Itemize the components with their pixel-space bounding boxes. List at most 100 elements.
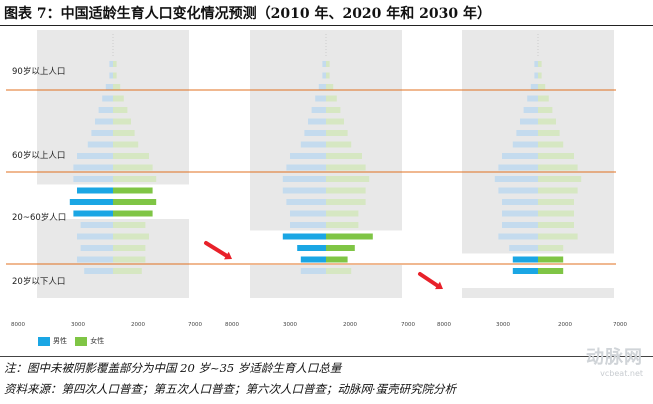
- bar-female: [326, 72, 330, 79]
- bar-male: [498, 164, 538, 171]
- bar-female: [113, 107, 128, 113]
- bar-male: [512, 256, 538, 263]
- bar-female: [326, 164, 366, 171]
- bar-female: [326, 256, 348, 263]
- pyramid-chart-svg: 8000 3000 2000 7000 8000 3000 2000 7000 8000 3000…: [6, 30, 627, 328]
- bar-male: [91, 130, 113, 136]
- bar-male: [105, 84, 113, 90]
- bar-male: [512, 141, 538, 148]
- bar-male: [308, 118, 326, 125]
- bar-female: [326, 210, 359, 217]
- bar-female: [113, 72, 117, 79]
- bar-female: [113, 164, 153, 171]
- bar-male: [73, 176, 113, 182]
- bar-male: [102, 95, 113, 102]
- bar-male: [534, 61, 538, 67]
- x-tick-label: 3000: [283, 322, 297, 328]
- bar-female: [326, 141, 352, 148]
- bar-male: [297, 245, 326, 251]
- bar-female: [326, 268, 352, 274]
- bar-male: [318, 84, 326, 90]
- x-tick-label: 8000: [437, 322, 451, 328]
- bar-male: [80, 222, 113, 228]
- x-tick-label: 7000: [613, 322, 627, 328]
- legend: 男性 女性: [38, 336, 110, 350]
- title-rule: [0, 25, 653, 26]
- bar-female: [538, 176, 582, 182]
- bar-female: [538, 210, 574, 217]
- bar-male: [300, 256, 326, 263]
- chart-title: 图表 7：中国适龄生育人口变化情况预测（2010 年、2020 年和 2030 …: [4, 6, 492, 22]
- shift-arrow-2020-2030-shaft: [418, 272, 440, 288]
- bar-female: [113, 84, 121, 90]
- bar-male: [95, 118, 113, 125]
- bar-male: [77, 153, 113, 159]
- bar-male: [527, 95, 538, 102]
- bar-female: [538, 61, 542, 67]
- legend-swatch-male: [38, 336, 50, 346]
- bar-male: [109, 61, 113, 67]
- bar-female: [113, 245, 146, 251]
- bar-female: [538, 141, 564, 148]
- notes-rule: [0, 356, 653, 357]
- bar-male: [69, 199, 113, 205]
- bar-female: [538, 130, 560, 136]
- bar-male: [502, 199, 538, 205]
- x-tick-label: 7000: [401, 322, 415, 328]
- bar-female: [113, 199, 157, 205]
- age-group-label: 20~60岁人口: [12, 212, 66, 223]
- bar-male: [290, 153, 326, 159]
- bar-male: [77, 187, 113, 194]
- bar-male: [98, 107, 113, 113]
- bar-male: [80, 245, 113, 251]
- bar-male: [84, 268, 113, 274]
- bar-female: [113, 256, 146, 263]
- x-tick-label: 3000: [71, 322, 85, 328]
- x-tick-label: 2000: [131, 322, 145, 328]
- watermark-site: vcbeat.net: [600, 369, 643, 378]
- x-tick-label: 7000: [188, 322, 202, 328]
- bar-male: [300, 141, 326, 148]
- legend-label-female: 女性: [90, 337, 105, 345]
- shift-arrow-2020-2030-head: [435, 281, 443, 290]
- bar-male: [322, 72, 326, 79]
- bar-female: [326, 199, 366, 205]
- bar-female: [538, 199, 574, 205]
- bar-female: [326, 153, 362, 159]
- bar-female: [113, 222, 146, 228]
- bar-male: [77, 233, 113, 240]
- bar-female: [113, 233, 149, 240]
- bar-female: [113, 187, 153, 194]
- bar-male: [322, 61, 326, 67]
- bar-male: [512, 268, 538, 274]
- bar-female: [326, 84, 334, 90]
- bar-female: [326, 118, 344, 125]
- bar-female: [113, 95, 124, 102]
- bar-male: [502, 210, 538, 217]
- bar-female: [113, 130, 135, 136]
- watermark-logo-text: 动脉网: [586, 347, 643, 368]
- bar-female: [326, 61, 330, 67]
- bar-female: [113, 141, 139, 148]
- bar-female: [326, 222, 359, 228]
- bar-female: [538, 268, 564, 274]
- bar-male: [109, 72, 113, 79]
- bar-female: [113, 210, 153, 217]
- bar-female: [538, 95, 549, 102]
- bar-male: [315, 95, 326, 102]
- bar-female: [538, 164, 578, 171]
- bar-female: [538, 72, 542, 79]
- bar-male: [304, 130, 326, 136]
- bar-female: [538, 153, 574, 159]
- bar-female: [538, 107, 553, 113]
- bar-female: [113, 153, 149, 159]
- chart-source: 资料来源：第四次人口普查；第五次人口普查；第六次人口普查；动脉网·蛋壳研究院分析: [4, 382, 457, 396]
- age-group-label: 20岁以下人口: [12, 276, 65, 287]
- pyramid-chart-area: 8000 3000 2000 7000 8000 3000 2000 7000 8000 3000…: [0, 30, 653, 353]
- bar-female: [326, 95, 337, 102]
- legend-swatch-female: [75, 336, 88, 346]
- bar-male: [290, 222, 326, 228]
- bar-male: [516, 130, 538, 136]
- bar-male: [282, 233, 326, 240]
